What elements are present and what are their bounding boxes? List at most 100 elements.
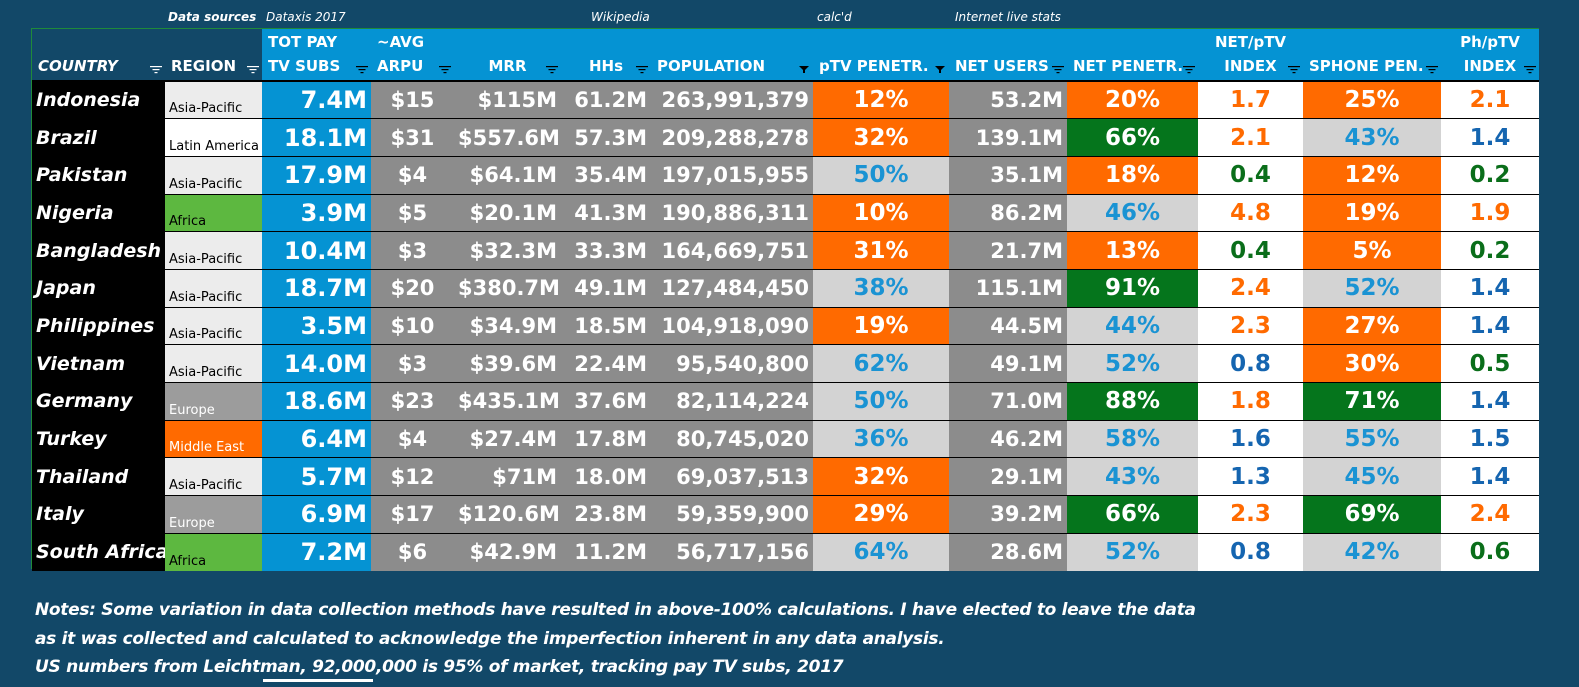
cell-net-ptv-index[interactable]: 1.8	[1198, 382, 1303, 421]
cell-avg-arpu[interactable]: $4	[371, 156, 454, 195]
cell-tot-pay-tv-subs[interactable]: 7.4M	[262, 81, 371, 120]
cell-net-ptv-index[interactable]: 0.8	[1198, 533, 1303, 571]
cell-net-ptv-index[interactable]: 0.4	[1198, 156, 1303, 195]
column-header-ph-ptv-index[interactable]: Ph/pTV INDEX	[1441, 29, 1539, 82]
filter-icon[interactable]	[356, 64, 368, 74]
cell-net-penetration[interactable]: 88%	[1067, 382, 1198, 421]
cell-ptv-penetration[interactable]: 29%	[813, 495, 949, 534]
cell-net-penetration[interactable]: 66%	[1067, 118, 1198, 157]
cell-country[interactable]: Germany	[32, 382, 165, 421]
cell-net-penetration[interactable]: 13%	[1067, 231, 1198, 270]
cell-net-users[interactable]: 53.2M	[949, 81, 1067, 120]
column-header-net-penetration[interactable]: NET PENETR.	[1067, 29, 1198, 82]
cell-mrr[interactable]: $20.1M	[454, 194, 561, 233]
cell-region[interactable]: Asia-Pacific	[165, 344, 262, 383]
cell-mrr[interactable]: $435.1M	[454, 382, 561, 421]
cell-hhs[interactable]: 11.2M	[561, 533, 651, 571]
cell-sphone-penetration[interactable]: 30%	[1303, 344, 1441, 383]
cell-mrr[interactable]: $380.7M	[454, 269, 561, 308]
cell-population[interactable]: 164,669,751	[651, 231, 813, 270]
cell-ph-ptv-index[interactable]: 0.2	[1441, 156, 1539, 195]
cell-ptv-penetration[interactable]: 64%	[813, 533, 949, 571]
cell-sphone-penetration[interactable]: 27%	[1303, 307, 1441, 346]
cell-net-ptv-index[interactable]: 0.4	[1198, 231, 1303, 270]
column-header-country[interactable]: COUNTRY	[32, 29, 165, 82]
cell-population[interactable]: 95,540,800	[651, 344, 813, 383]
cell-net-penetration[interactable]: 44%	[1067, 307, 1198, 346]
cell-country[interactable]: Vietnam	[32, 344, 165, 383]
cell-region[interactable]: Asia-Pacific	[165, 457, 262, 497]
cell-net-penetration[interactable]: 18%	[1067, 156, 1198, 195]
column-header-population[interactable]: POPULATION	[651, 29, 813, 82]
cell-tot-pay-tv-subs[interactable]: 10.4M	[262, 231, 371, 270]
cell-region[interactable]: Asia-Pacific	[165, 81, 262, 120]
filter-icon[interactable]	[546, 64, 558, 74]
cell-population[interactable]: 104,918,090	[651, 307, 813, 346]
cell-net-penetration[interactable]: 20%	[1067, 81, 1198, 120]
filter-icon[interactable]	[1426, 64, 1438, 74]
cell-avg-arpu[interactable]: $6	[371, 533, 454, 571]
cell-tot-pay-tv-subs[interactable]: 18.6M	[262, 382, 371, 421]
filter-active-icon[interactable]	[934, 64, 946, 74]
cell-population[interactable]: 127,484,450	[651, 269, 813, 308]
cell-sphone-penetration[interactable]: 43%	[1303, 118, 1441, 157]
cell-region[interactable]: Europe	[165, 382, 262, 421]
filter-icon[interactable]	[1052, 64, 1064, 74]
cell-hhs[interactable]: 18.0M	[561, 457, 651, 497]
cell-avg-arpu[interactable]: $20	[371, 269, 454, 308]
cell-net-ptv-index[interactable]: 2.4	[1198, 269, 1303, 308]
cell-ptv-penetration[interactable]: 19%	[813, 307, 949, 346]
cell-country[interactable]: Turkey	[32, 420, 165, 458]
cell-net-users[interactable]: 39.2M	[949, 495, 1067, 534]
cell-mrr[interactable]: $115M	[454, 81, 561, 120]
cell-ph-ptv-index[interactable]: 1.5	[1441, 420, 1539, 459]
cell-sphone-penetration[interactable]: 69%	[1303, 495, 1441, 534]
column-header-net-ptv-index[interactable]: NET/pTV INDEX	[1198, 29, 1303, 82]
filter-icon[interactable]	[1288, 64, 1300, 74]
column-header-hhs[interactable]: HHs	[561, 29, 651, 82]
cell-tot-pay-tv-subs[interactable]: 3.9M	[262, 194, 371, 233]
cell-ph-ptv-index[interactable]: 1.4	[1441, 382, 1539, 421]
cell-net-penetration[interactable]: 52%	[1067, 344, 1198, 383]
cell-hhs[interactable]: 35.4M	[561, 156, 651, 195]
cell-country[interactable]: Italy	[32, 495, 165, 534]
cell-population[interactable]: 59,359,900	[651, 495, 813, 534]
cell-net-ptv-index[interactable]: 1.6	[1198, 420, 1303, 459]
cell-ptv-penetration[interactable]: 31%	[813, 231, 949, 270]
cell-net-users[interactable]: 71.0M	[949, 382, 1067, 421]
cell-region[interactable]: Asia-Pacific	[165, 156, 262, 195]
cell-country[interactable]: South Africa	[32, 533, 165, 571]
cell-hhs[interactable]: 17.8M	[561, 420, 651, 459]
cell-population[interactable]: 263,991,379	[651, 81, 813, 120]
filter-icon[interactable]	[247, 64, 259, 74]
cell-hhs[interactable]: 61.2M	[561, 81, 651, 120]
cell-tot-pay-tv-subs[interactable]: 5.7M	[262, 457, 371, 497]
cell-net-users[interactable]: 49.1M	[949, 344, 1067, 383]
cell-hhs[interactable]: 22.4M	[561, 344, 651, 383]
cell-region[interactable]: Africa	[165, 533, 262, 571]
cell-net-ptv-index[interactable]: 2.3	[1198, 307, 1303, 346]
cell-net-ptv-index[interactable]: 2.1	[1198, 118, 1303, 157]
filter-icon[interactable]	[1183, 64, 1195, 74]
cell-ph-ptv-index[interactable]: 1.4	[1441, 118, 1539, 157]
cell-sphone-penetration[interactable]: 52%	[1303, 269, 1441, 308]
cell-population[interactable]: 197,015,955	[651, 156, 813, 195]
column-header-net-users[interactable]: NET USERS	[949, 29, 1067, 82]
cell-net-ptv-index[interactable]: 0.8	[1198, 344, 1303, 383]
cell-net-users[interactable]: 139.1M	[949, 118, 1067, 157]
cell-avg-arpu[interactable]: $3	[371, 231, 454, 270]
cell-sphone-penetration[interactable]: 12%	[1303, 156, 1441, 195]
cell-net-ptv-index[interactable]: 2.3	[1198, 495, 1303, 534]
cell-net-users[interactable]: 44.5M	[949, 307, 1067, 346]
cell-avg-arpu[interactable]: $15	[371, 81, 454, 120]
cell-mrr[interactable]: $42.9M	[454, 533, 561, 571]
cell-population[interactable]: 190,886,311	[651, 194, 813, 233]
cell-net-penetration[interactable]: 91%	[1067, 269, 1198, 308]
cell-mrr[interactable]: $71M	[454, 457, 561, 497]
cell-ph-ptv-index[interactable]: 2.1	[1441, 81, 1539, 120]
cell-sphone-penetration[interactable]: 42%	[1303, 533, 1441, 571]
cell-tot-pay-tv-subs[interactable]: 14.0M	[262, 344, 371, 383]
cell-hhs[interactable]: 57.3M	[561, 118, 651, 157]
cell-ph-ptv-index[interactable]: 2.4	[1441, 495, 1539, 534]
cell-net-users[interactable]: 28.6M	[949, 533, 1067, 571]
